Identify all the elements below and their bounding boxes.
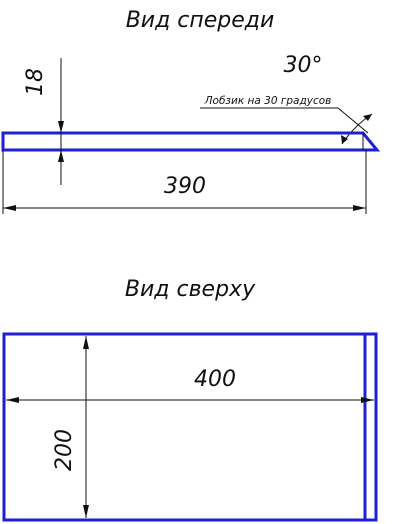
bevel-leader-line	[200, 107, 369, 134]
width-value: 200	[52, 429, 77, 471]
thickness-arrow-bottom	[58, 150, 64, 162]
front-view-title: Вид спереди	[126, 8, 275, 33]
bevel-angle-label: 30°	[284, 53, 323, 78]
thickness-value: 18	[23, 68, 48, 96]
length-value: 390	[164, 174, 206, 199]
width-arrow-bottom	[83, 505, 89, 518]
width-arrow-top	[83, 336, 89, 349]
bevel-angle-arrow	[363, 114, 372, 121]
bevel-note: Лобзик на 30 градусов	[204, 95, 332, 107]
bevel-angle-arrow	[341, 135, 348, 144]
top-length-arrow-right	[361, 397, 374, 403]
top-view-part-outline	[2, 332, 378, 522]
top-view-title: Вид сверху	[125, 277, 256, 302]
length-arrow-right	[353, 205, 366, 211]
top-length-value: 400	[194, 367, 236, 392]
top-length-arrow-left	[6, 397, 19, 403]
thickness-arrow-top	[58, 121, 64, 133]
length-arrow-left	[3, 205, 16, 211]
front-view-part-outline	[1, 131, 381, 152]
